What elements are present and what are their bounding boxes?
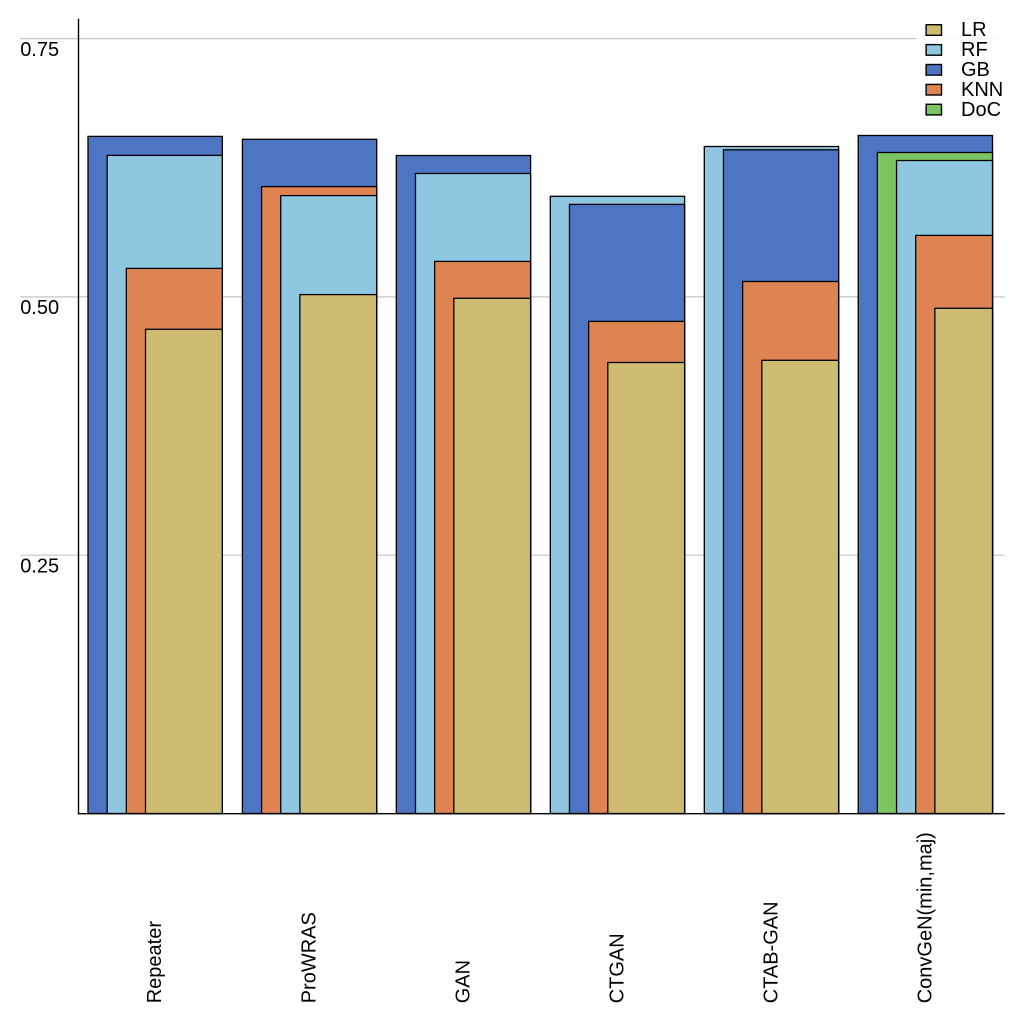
svg-text:LR: LR [961,19,987,41]
svg-text:CTAB-GAN: CTAB-GAN [760,901,782,1003]
svg-text:GAN: GAN [453,960,475,1003]
svg-text:DoC: DoC [961,99,1001,121]
svg-text:RF: RF [961,39,988,61]
svg-text:Repeater: Repeater [144,921,166,1004]
svg-text:0.50: 0.50 [20,297,59,319]
svg-text:CTGAN: CTGAN [606,933,628,1003]
svg-text:0.75: 0.75 [20,39,59,61]
svg-text:0.25: 0.25 [20,555,59,577]
svg-text:KNN: KNN [961,79,1003,101]
svg-text:GB: GB [961,59,990,81]
svg-text:ProWRAS: ProWRAS [299,912,321,1003]
svg-text:ConvGeN(min,maj): ConvGeN(min,maj) [914,832,936,1003]
